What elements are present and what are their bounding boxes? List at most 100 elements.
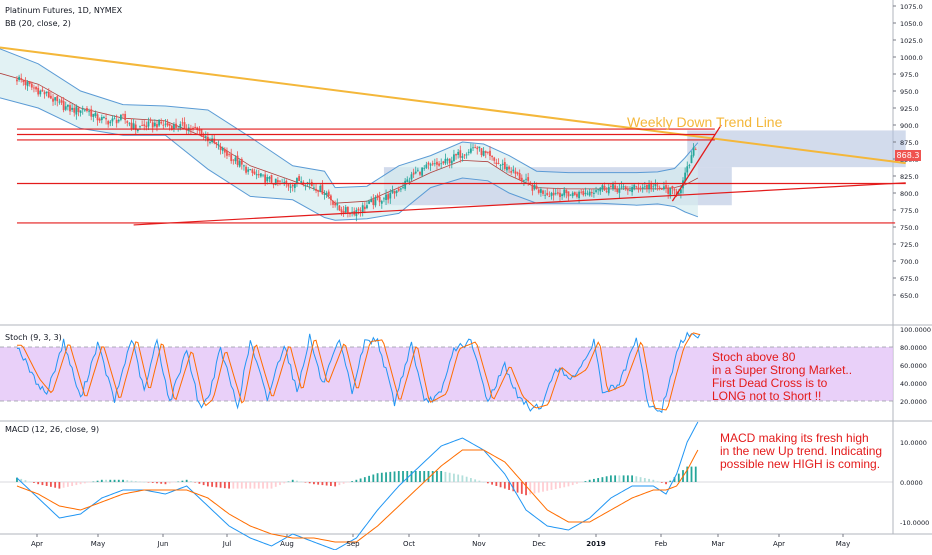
candle-body xyxy=(319,185,322,192)
macd-histogram-bar xyxy=(626,475,629,482)
macd-histogram-bar xyxy=(41,482,44,486)
candle-body xyxy=(206,136,209,142)
macd-histogram-bar xyxy=(143,482,146,483)
candle-body xyxy=(633,184,636,189)
macd-histogram-bar xyxy=(546,482,549,491)
candle-body xyxy=(200,128,203,137)
macd-histogram-bar xyxy=(453,473,455,482)
candle-body xyxy=(499,165,502,166)
candle-body xyxy=(298,176,300,182)
macd-histogram-bar xyxy=(88,482,90,483)
candle-body xyxy=(215,142,218,145)
candle-body xyxy=(71,107,74,110)
candle-body xyxy=(226,150,228,156)
candle-body xyxy=(586,193,589,195)
candle-body xyxy=(266,177,269,182)
macd-histogram-bar xyxy=(279,482,281,486)
macd-histogram-bar xyxy=(631,475,633,482)
candle-body xyxy=(81,108,84,110)
candle-body xyxy=(98,118,101,121)
candle-body xyxy=(489,150,491,156)
candle-body xyxy=(213,138,216,143)
candle-body xyxy=(39,90,42,95)
macd-histogram-bar xyxy=(109,479,112,482)
candle-body xyxy=(510,171,513,173)
candle-body xyxy=(183,122,186,129)
candle-body xyxy=(436,161,438,165)
candle-body xyxy=(501,163,504,166)
candle-body xyxy=(340,209,343,213)
candle-body xyxy=(86,108,88,112)
macd-annotation: MACD making its fresh high in the new Up… xyxy=(720,432,882,471)
macd-histogram-bar xyxy=(359,478,362,482)
candle-body xyxy=(624,186,627,189)
candle-body xyxy=(671,185,674,189)
candle-body xyxy=(141,125,144,127)
macd-histogram-bar xyxy=(605,476,608,482)
candle-body xyxy=(658,187,661,189)
candle-body xyxy=(663,186,665,190)
candle-body xyxy=(100,117,103,121)
candle-body xyxy=(329,195,332,200)
macd-histogram-bar xyxy=(499,482,502,488)
price-tick-label: 825.0 xyxy=(900,173,919,181)
candle-body xyxy=(656,185,659,187)
candle-body xyxy=(173,124,175,129)
candle-body xyxy=(83,109,86,111)
candle-body xyxy=(257,174,260,176)
candle-body xyxy=(56,96,59,102)
candle-body xyxy=(115,119,118,124)
candle-body xyxy=(120,114,122,120)
macd-histogram-bar xyxy=(652,479,655,482)
time-tick-label: Nov xyxy=(472,540,486,548)
bb-fill xyxy=(0,48,698,221)
macd-histogram-bar xyxy=(202,482,205,486)
candle-body xyxy=(665,185,667,189)
candle-body xyxy=(160,121,163,124)
candle-body xyxy=(28,81,31,85)
time-tick-label: May xyxy=(836,540,850,548)
candle-body xyxy=(380,201,383,204)
candle-body xyxy=(395,190,398,193)
macd-histogram-bar xyxy=(550,482,553,490)
candle-body xyxy=(588,191,591,196)
candle-body xyxy=(679,189,682,194)
candle-body xyxy=(151,122,154,128)
candle-body xyxy=(484,151,487,153)
stoch-d-line xyxy=(17,332,701,411)
candle-body xyxy=(421,167,424,176)
macd-histogram-bar xyxy=(402,471,404,482)
stoch-annotation-line-3: First Dead Cross is to xyxy=(712,376,828,390)
candle-body xyxy=(448,158,451,164)
candle-body xyxy=(457,151,460,155)
candle-body xyxy=(338,205,341,211)
candle-body xyxy=(378,196,381,203)
macd-histogram-bar xyxy=(397,471,400,482)
macd-histogram-bar xyxy=(270,482,273,489)
candle-body xyxy=(478,146,481,148)
candle-body xyxy=(580,191,583,193)
candle-body xyxy=(357,208,360,211)
macd-histogram-bar xyxy=(508,482,510,490)
weekly-down-trend-line xyxy=(0,46,906,165)
macd-histogram-bar xyxy=(580,482,583,483)
candle-body xyxy=(639,188,642,190)
candle-body xyxy=(361,205,364,213)
candle-body xyxy=(482,150,485,156)
macd-histogram-bar xyxy=(151,482,154,483)
candle-body xyxy=(497,163,500,164)
macd-histogram-bar xyxy=(223,482,226,489)
candle-body xyxy=(646,184,648,189)
candle-body xyxy=(391,190,394,193)
price-tick-label: 1050.0 xyxy=(900,20,923,28)
candle-body xyxy=(69,105,71,112)
candle-body xyxy=(544,194,547,196)
candle-body xyxy=(221,147,224,151)
candle-body xyxy=(527,177,530,181)
candle-body xyxy=(287,183,290,187)
macd-histogram-bar xyxy=(393,471,396,482)
candle-body xyxy=(626,189,629,191)
macd-histogram-bar xyxy=(385,472,387,482)
candle-body xyxy=(410,174,413,180)
candle-body xyxy=(238,160,241,167)
